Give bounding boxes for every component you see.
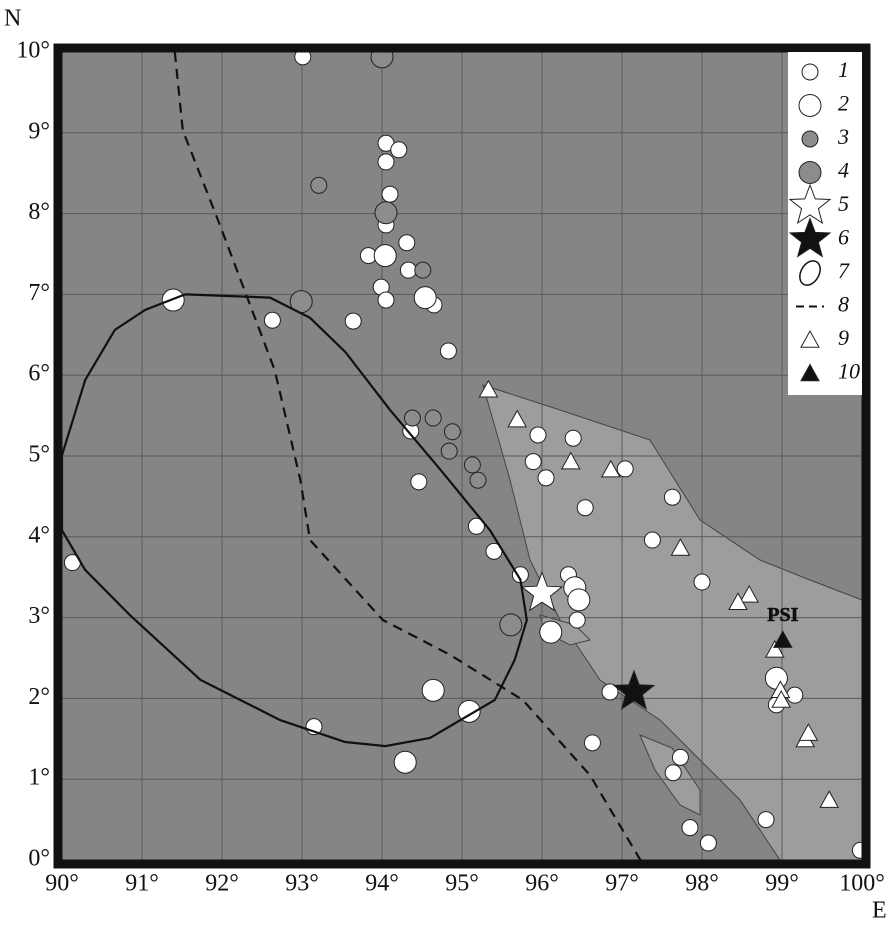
point bbox=[422, 679, 444, 701]
legend-label: 6 bbox=[838, 225, 849, 250]
legend-label: 10 bbox=[838, 359, 860, 384]
point bbox=[441, 443, 457, 459]
y-tick-label: 10° bbox=[16, 38, 50, 64]
legend-label: 5 bbox=[838, 191, 849, 216]
point bbox=[311, 177, 327, 193]
point bbox=[378, 292, 394, 308]
point bbox=[584, 735, 600, 751]
point bbox=[565, 430, 581, 446]
x-tick-label: 96° bbox=[525, 871, 559, 897]
point bbox=[700, 835, 716, 851]
x-tick-label: 94° bbox=[365, 871, 399, 897]
legend-label: 8 bbox=[838, 292, 849, 317]
point bbox=[799, 95, 821, 117]
x-tick-label: 100° bbox=[839, 871, 885, 897]
point bbox=[569, 612, 585, 628]
point bbox=[617, 461, 633, 477]
x-tick-label: 92° bbox=[205, 871, 239, 897]
legend-label: 9 bbox=[838, 325, 849, 350]
legend-label: 2 bbox=[838, 91, 849, 116]
point bbox=[394, 751, 416, 773]
point bbox=[464, 457, 480, 473]
point-label: PSI bbox=[767, 604, 798, 626]
legend-label: 3 bbox=[837, 124, 849, 149]
point bbox=[568, 589, 590, 611]
point bbox=[758, 812, 774, 828]
y-tick-label: 2° bbox=[28, 684, 50, 710]
x-tick-label: 99° bbox=[765, 871, 799, 897]
x-tick-label: 97° bbox=[605, 871, 639, 897]
point bbox=[404, 410, 420, 426]
y-tick-label: 4° bbox=[28, 522, 50, 548]
y-axis-label: N bbox=[4, 6, 21, 32]
x-tick-label: 91° bbox=[125, 871, 159, 897]
x-axis-label: E bbox=[872, 898, 887, 924]
point bbox=[672, 749, 688, 765]
point bbox=[399, 235, 415, 251]
point bbox=[425, 410, 441, 426]
point bbox=[382, 186, 398, 202]
legend-label: 4 bbox=[838, 158, 849, 183]
point bbox=[400, 262, 416, 278]
y-tick-label: 7° bbox=[28, 280, 50, 306]
point bbox=[374, 245, 396, 267]
y-tick-label: 9° bbox=[28, 118, 50, 144]
point bbox=[411, 474, 427, 490]
y-tick-label: 1° bbox=[28, 765, 50, 791]
point bbox=[682, 820, 698, 836]
map: PSI 1 2 3 4 5 6 7 8 9 10 N E 90° 91° 92° 93° 94° 95° 96… bbox=[0, 0, 889, 923]
point bbox=[765, 667, 787, 689]
point bbox=[540, 621, 562, 643]
point bbox=[802, 64, 818, 80]
point bbox=[375, 202, 397, 224]
point bbox=[538, 470, 554, 486]
point bbox=[525, 454, 541, 470]
point bbox=[694, 574, 710, 590]
point bbox=[799, 162, 821, 184]
y-tick-label: 5° bbox=[28, 442, 50, 468]
point bbox=[378, 154, 394, 170]
point bbox=[444, 424, 460, 440]
point bbox=[414, 287, 436, 309]
x-tick-label: 93° bbox=[285, 871, 319, 897]
point bbox=[391, 142, 407, 158]
legend-label: 1 bbox=[838, 57, 849, 82]
point bbox=[665, 765, 681, 781]
x-tick-label: 90° bbox=[45, 871, 79, 897]
point bbox=[470, 472, 486, 488]
x-tick-label: 98° bbox=[685, 871, 719, 897]
x-tick-label: 95° bbox=[445, 871, 479, 897]
point bbox=[345, 313, 361, 329]
point bbox=[577, 500, 593, 516]
point bbox=[440, 343, 456, 359]
point bbox=[500, 614, 522, 636]
point bbox=[644, 532, 660, 548]
point bbox=[530, 427, 546, 443]
y-tick-label: 3° bbox=[28, 603, 50, 629]
legend-label: 7 bbox=[838, 258, 850, 283]
point bbox=[264, 312, 280, 328]
y-tick-label: 8° bbox=[28, 199, 50, 225]
point bbox=[415, 262, 431, 278]
y-tick-label: 6° bbox=[28, 361, 50, 387]
point bbox=[787, 687, 803, 703]
point bbox=[802, 131, 818, 147]
point bbox=[664, 489, 680, 505]
y-tick-label: 0° bbox=[28, 846, 50, 872]
